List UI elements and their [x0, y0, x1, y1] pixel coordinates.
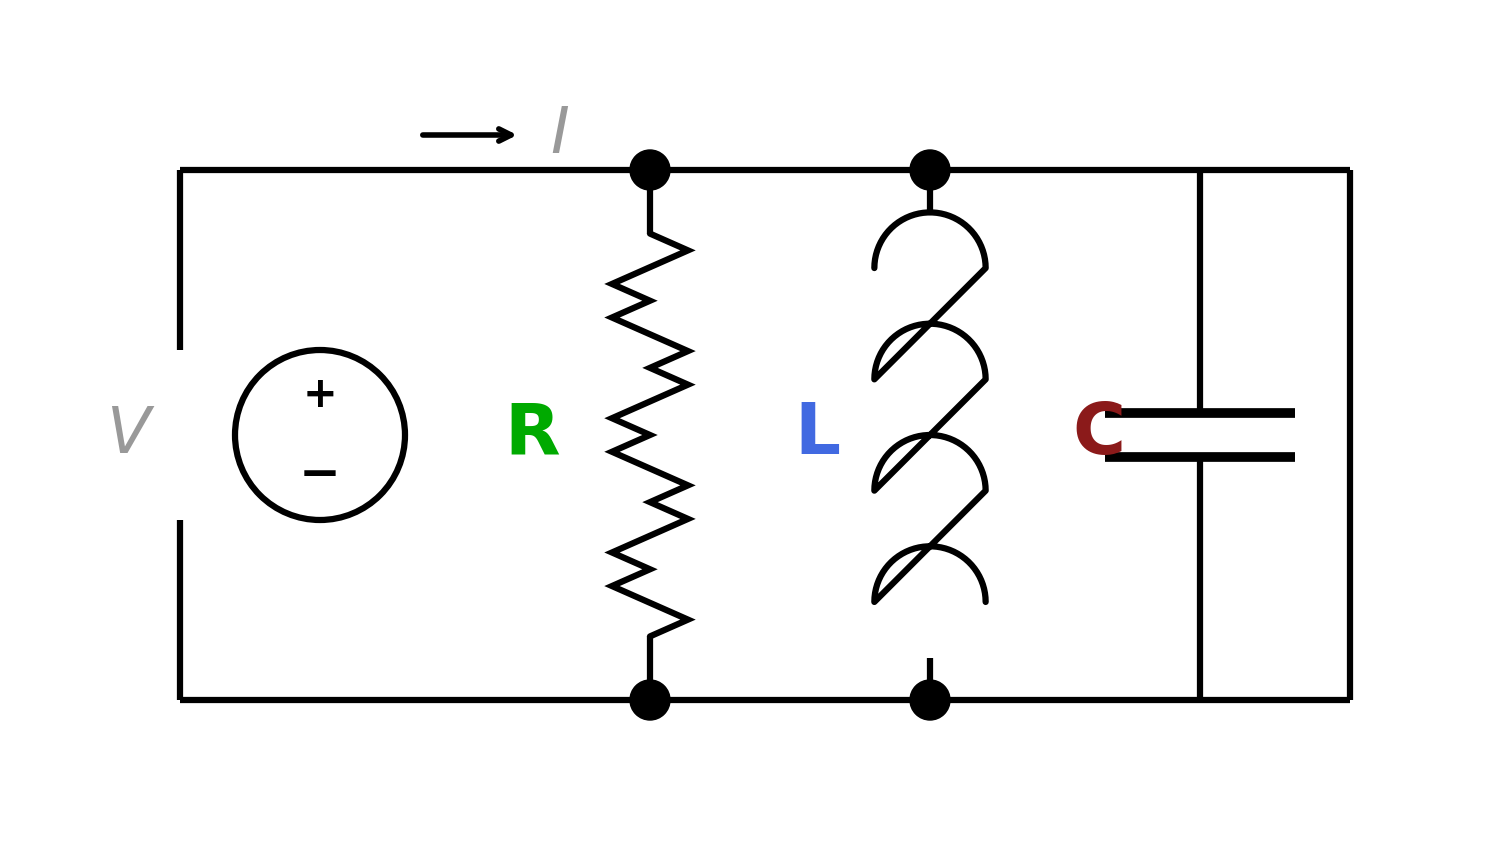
Text: −: − — [299, 451, 341, 499]
Text: I: I — [550, 104, 568, 166]
Text: C: C — [1071, 400, 1126, 469]
Circle shape — [910, 150, 950, 190]
Circle shape — [630, 680, 669, 720]
Text: V: V — [106, 404, 150, 466]
Circle shape — [910, 680, 950, 720]
Text: R: R — [505, 400, 561, 469]
Text: L: L — [793, 400, 840, 469]
Text: +: + — [302, 374, 337, 416]
Circle shape — [630, 150, 669, 190]
